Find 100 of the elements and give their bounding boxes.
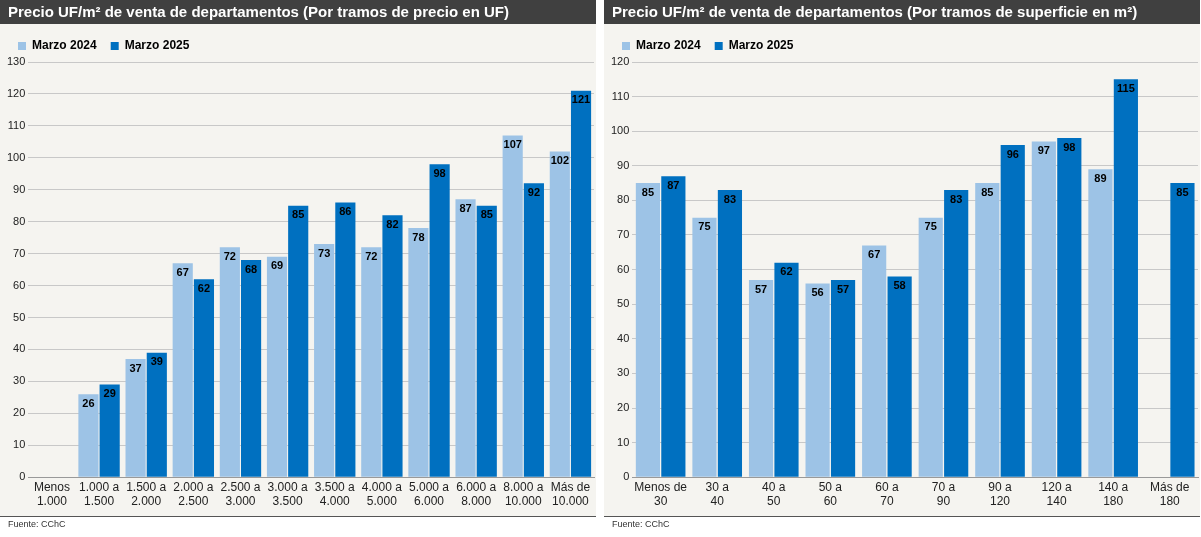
bar [266, 256, 288, 477]
x-tick-label: Menos de 30 [634, 479, 688, 509]
y-tick-label: 90 [617, 158, 630, 171]
data-label: 121 [571, 93, 591, 106]
data-label: 83 [723, 192, 737, 205]
x-tick-label: 2.000 a 2.500 [173, 479, 214, 509]
data-label: 92 [527, 185, 541, 198]
x-tick-label: 3.000 a 3.500 [267, 479, 308, 509]
bar [918, 217, 943, 477]
bar [570, 90, 592, 477]
bar [1170, 183, 1195, 477]
data-label: 85 [1176, 185, 1189, 198]
bar [692, 217, 717, 477]
data-label: 89 [1094, 171, 1107, 184]
y-tick-label: 110 [7, 118, 26, 131]
bar [99, 384, 120, 477]
data-label: 96 [1006, 147, 1019, 160]
data-label: 98 [1063, 140, 1076, 153]
chart-title: Precio UF/m² de venta de departamentos (Por tramos de precio en UF) [0, 0, 596, 24]
y-tick-label: 20 [13, 406, 26, 419]
bar [314, 244, 335, 477]
data-label: 72 [223, 249, 236, 262]
bar [635, 183, 660, 477]
y-tick-label: 90 [13, 182, 26, 195]
data-label: 102 [550, 153, 570, 166]
legend-label: Marzo 2024 [636, 38, 702, 53]
bar [1113, 79, 1138, 477]
bar [125, 359, 146, 477]
x-tick-label: 6.000 a 8.000 [456, 479, 497, 509]
bar [862, 245, 887, 477]
bar [193, 279, 215, 477]
bar [288, 205, 309, 477]
x-tick-label: 8.000 a 10.000 [503, 479, 544, 509]
y-tick-label: 40 [13, 342, 26, 355]
y-tick-label: 100 [610, 124, 630, 137]
bar [219, 247, 240, 477]
bar [455, 199, 476, 477]
bar [661, 176, 686, 477]
bar [748, 279, 774, 477]
data-label: 97 [1037, 144, 1050, 157]
data-label: 83 [950, 192, 963, 205]
y-tick-label: 50 [617, 297, 630, 310]
data-label: 56 [811, 285, 824, 298]
x-tick-label: 70 a 90 [931, 479, 956, 509]
x-tick-label: 90 a 120 [988, 479, 1013, 509]
x-tick-label: 60 a 70 [875, 479, 899, 509]
legend-label: Marzo 2024 [32, 38, 98, 53]
bar [361, 247, 382, 477]
x-tick-label: 140 a 180 [1098, 479, 1129, 509]
data-label: 85 [480, 208, 493, 221]
y-tick-label: 40 [617, 331, 630, 344]
y-tick-label: 0 [623, 470, 630, 483]
y-tick-label: 130 [6, 55, 26, 68]
bar [241, 260, 262, 477]
y-tick-label: 70 [617, 228, 630, 241]
x-tick-label: Menos 1.000 [33, 479, 70, 509]
legend-label: Marzo 2025 [728, 38, 794, 53]
x-tick-label: Más de 180 [1150, 479, 1190, 509]
source-note: Fuente: CChC [0, 516, 596, 531]
y-tick-label: 30 [13, 374, 26, 387]
y-tick-label: 50 [13, 310, 26, 323]
bar [476, 205, 497, 477]
data-label: 98 [433, 166, 446, 179]
data-label: 57 [836, 282, 850, 295]
bar [502, 135, 523, 477]
bar [1057, 138, 1082, 477]
y-tick-label: 30 [617, 366, 630, 379]
x-tick-label: 3.500 a 4.000 [314, 479, 356, 509]
data-label: 107 [503, 137, 522, 150]
bar [717, 190, 743, 477]
x-tick-label: 2.500 a 3.000 [220, 479, 261, 509]
bar [774, 262, 799, 477]
y-tick-label: 80 [13, 214, 26, 227]
chart-title: Precio UF/m² de venta de departamentos (Por tramos de superficie en m²) [604, 0, 1200, 24]
data-label: 62 [780, 265, 793, 278]
y-tick-label: 10 [13, 438, 26, 451]
y-tick-label: 20 [617, 401, 630, 414]
x-tick-label: 4.000 a 5.000 [361, 479, 403, 509]
bar [887, 276, 912, 477]
bar [1000, 145, 1025, 477]
data-label: 87 [667, 178, 680, 191]
bar [382, 215, 403, 477]
y-tick-label: 100 [6, 150, 26, 163]
data-label: 115 [1117, 81, 1135, 94]
y-tick-label: 120 [610, 55, 630, 68]
data-label: 82 [386, 217, 399, 230]
data-label: 87 [459, 201, 472, 214]
data-label: 62 [197, 281, 211, 294]
bar [549, 151, 570, 477]
data-label: 37 [129, 361, 142, 374]
y-tick-label: 70 [13, 246, 26, 259]
data-label: 72 [365, 249, 378, 262]
data-label: 67 [176, 265, 189, 278]
data-label: 39 [150, 355, 163, 368]
data-label: 85 [292, 208, 305, 221]
data-label: 85 [641, 185, 655, 198]
data-label: 75 [924, 220, 937, 233]
y-tick-label: 0 [19, 470, 26, 483]
y-tick-label: 120 [6, 86, 26, 99]
y-tick-label: 10 [617, 435, 630, 448]
